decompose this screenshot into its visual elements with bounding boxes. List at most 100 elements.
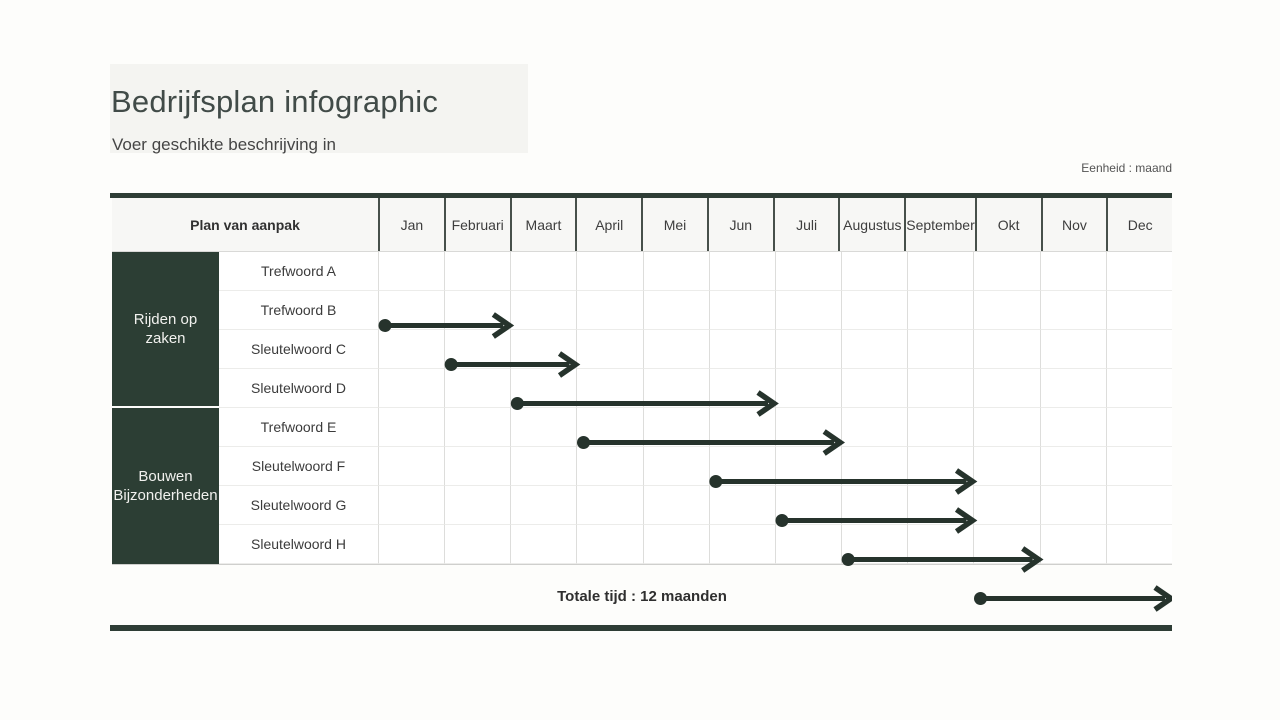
grid-cell — [378, 252, 445, 291]
grid-cell — [1039, 447, 1106, 486]
grid-cell — [1105, 330, 1172, 369]
page-subtitle: Voer geschikte beschrijving in — [112, 135, 336, 154]
grid-cell — [907, 330, 974, 369]
grid-cell — [1105, 447, 1172, 486]
month-header-februari: Februari — [443, 198, 510, 251]
grid-cell — [576, 486, 643, 525]
grid-cell — [708, 330, 775, 369]
grid-cell — [774, 408, 842, 447]
grid-cell — [378, 369, 445, 408]
task-label: Sleutelwoord F — [219, 447, 378, 486]
grid-cell — [841, 525, 908, 564]
grid-cell — [510, 369, 577, 408]
grid-cell — [1105, 525, 1172, 564]
grid-cell — [642, 486, 709, 525]
task-label: Trefwoord B — [219, 291, 378, 330]
grid-cell — [642, 447, 709, 486]
grid-cell — [378, 525, 445, 564]
grid-cell — [774, 525, 842, 564]
grid-cell — [510, 447, 577, 486]
table-header-row: Plan van aanpak Jan Februari Maart April Mei… — [112, 198, 1172, 252]
grid-cell — [973, 486, 1040, 525]
bottom-rule — [110, 625, 1172, 631]
grid-cell — [708, 525, 775, 564]
task-label: Sleutelwoord D — [219, 369, 378, 408]
grid-cell — [1105, 408, 1172, 447]
grid-cell — [973, 330, 1040, 369]
gantt-body: Rijden op zaken Trefwoord A Trefwoord B Sle… — [112, 252, 1172, 612]
grid-cell — [510, 330, 577, 369]
month-header-jan: Jan — [378, 198, 444, 251]
category-cell: Rijden op zaken — [112, 252, 219, 408]
month-header-nov: Nov — [1040, 198, 1107, 251]
grid-cell — [774, 291, 842, 330]
grid-cell — [510, 291, 577, 330]
grid-cell — [774, 369, 842, 408]
task-label: Sleutelwoord G — [219, 486, 378, 525]
grid-cell — [907, 447, 974, 486]
grid-cell — [708, 369, 775, 408]
category-cell: Bouwen Bijzonderheden — [112, 408, 219, 564]
grid-cell — [378, 408, 445, 447]
grid-cell — [510, 486, 577, 525]
grid-cell — [378, 486, 445, 525]
grid-cell — [774, 486, 842, 525]
grid-cell — [907, 252, 974, 291]
grid-cell — [708, 291, 775, 330]
grid-cell — [1039, 252, 1106, 291]
month-header-juli: Juli — [772, 198, 839, 251]
grid-cell — [841, 408, 908, 447]
task-label: Trefwoord A — [219, 252, 378, 291]
total-duration-label: Totale tijd : 12 maanden — [557, 588, 727, 605]
month-header-april: April — [575, 198, 641, 251]
grid-cell — [1039, 291, 1106, 330]
plan-header-cell: Plan van aanpak — [190, 216, 300, 233]
grid-cell — [510, 252, 577, 291]
grid-cell — [576, 525, 643, 564]
grid-cell — [576, 447, 643, 486]
grid-cell — [774, 447, 842, 486]
unit-note: Eenheid : maand — [1081, 161, 1172, 175]
grid-cell — [907, 369, 974, 408]
grid-cell — [642, 408, 709, 447]
grid-cell — [907, 486, 974, 525]
grid-cell — [841, 291, 908, 330]
page-title: Bedrijfsplan infographic — [111, 84, 439, 119]
grid-cell — [841, 447, 908, 486]
task-label: Sleutelwoord C — [219, 330, 378, 369]
grid-cell — [1105, 252, 1172, 291]
grid-cell — [1039, 330, 1106, 369]
grid-cell — [1039, 369, 1106, 408]
grid-cell — [907, 291, 974, 330]
month-header-augustus: Augustus — [838, 198, 904, 251]
grid-cell — [1105, 369, 1172, 408]
grid-cell — [907, 408, 974, 447]
grid-cell — [841, 330, 908, 369]
task-label: Sleutelwoord H — [219, 525, 378, 564]
grid-cell — [576, 369, 643, 408]
grid-cell — [973, 408, 1040, 447]
grid-cell — [444, 447, 511, 486]
grid-cell — [1105, 486, 1172, 525]
grid-cell — [510, 525, 577, 564]
grid-cell — [444, 291, 511, 330]
month-header-mei: Mei — [641, 198, 707, 251]
grid-cell — [973, 252, 1040, 291]
grid-cell — [444, 525, 511, 564]
grid-cell — [576, 252, 643, 291]
grid-cell — [378, 447, 445, 486]
grid-cell — [708, 252, 775, 291]
grid-cell — [973, 525, 1040, 564]
grid-cell — [841, 252, 908, 291]
grid-cell — [841, 486, 908, 525]
top-rule — [110, 193, 1172, 198]
grid-cell — [907, 525, 974, 564]
month-header-okt: Okt — [974, 198, 1041, 251]
grid-cell — [510, 408, 577, 447]
grid-cell — [444, 330, 511, 369]
title-background — [110, 64, 528, 153]
month-header-maart: Maart — [509, 198, 576, 251]
grid-cell — [774, 252, 842, 291]
grid-cell — [1039, 408, 1106, 447]
